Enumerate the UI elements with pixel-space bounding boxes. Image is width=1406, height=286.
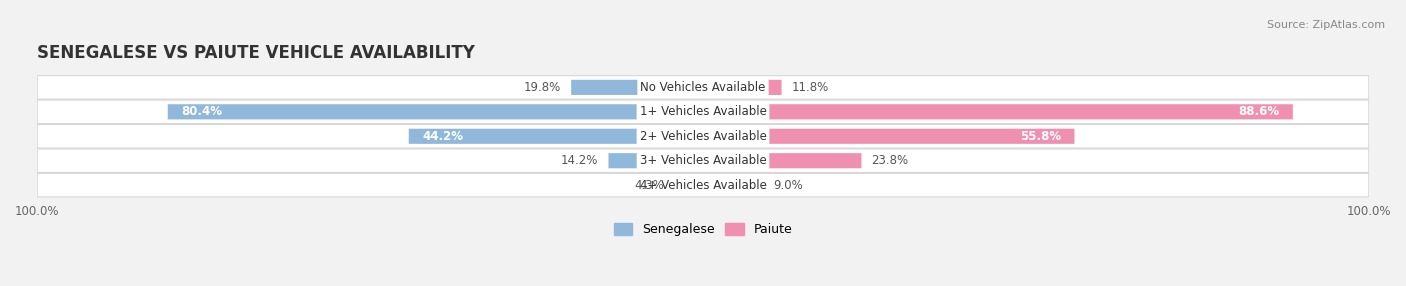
FancyBboxPatch shape (37, 124, 1369, 148)
Text: 11.8%: 11.8% (792, 81, 828, 94)
Text: 44.2%: 44.2% (422, 130, 463, 143)
FancyBboxPatch shape (37, 149, 1369, 172)
Text: 55.8%: 55.8% (1019, 130, 1062, 143)
Text: 23.8%: 23.8% (872, 154, 908, 167)
Text: 1+ Vehicles Available: 1+ Vehicles Available (640, 105, 766, 118)
FancyBboxPatch shape (703, 129, 1074, 144)
FancyBboxPatch shape (703, 104, 1294, 120)
FancyBboxPatch shape (37, 173, 1369, 197)
FancyBboxPatch shape (37, 76, 1369, 99)
FancyBboxPatch shape (703, 153, 862, 168)
Text: 88.6%: 88.6% (1239, 105, 1279, 118)
Text: 14.2%: 14.2% (561, 154, 599, 167)
FancyBboxPatch shape (675, 178, 703, 193)
Text: 4+ Vehicles Available: 4+ Vehicles Available (640, 179, 766, 192)
FancyBboxPatch shape (703, 80, 782, 95)
Text: 3+ Vehicles Available: 3+ Vehicles Available (640, 154, 766, 167)
Text: SENEGALESE VS PAIUTE VEHICLE AVAILABILITY: SENEGALESE VS PAIUTE VEHICLE AVAILABILIT… (37, 43, 475, 61)
Text: 4.3%: 4.3% (634, 179, 665, 192)
Legend: Senegalese, Paiute: Senegalese, Paiute (613, 223, 793, 236)
Text: 80.4%: 80.4% (181, 105, 222, 118)
FancyBboxPatch shape (703, 178, 763, 193)
FancyBboxPatch shape (609, 153, 703, 168)
Text: No Vehicles Available: No Vehicles Available (640, 81, 766, 94)
Text: 19.8%: 19.8% (524, 81, 561, 94)
FancyBboxPatch shape (571, 80, 703, 95)
Text: 9.0%: 9.0% (773, 179, 803, 192)
FancyBboxPatch shape (37, 100, 1369, 124)
FancyBboxPatch shape (167, 104, 703, 120)
FancyBboxPatch shape (409, 129, 703, 144)
Text: Source: ZipAtlas.com: Source: ZipAtlas.com (1267, 20, 1385, 30)
Text: 2+ Vehicles Available: 2+ Vehicles Available (640, 130, 766, 143)
